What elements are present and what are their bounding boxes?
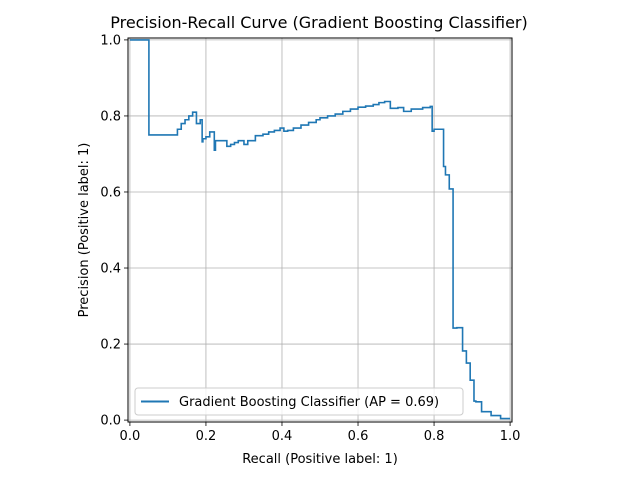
- y-tick-label: 0.0: [100, 414, 121, 429]
- series-layer: [129, 39, 511, 420]
- y-tick-label: 0.2: [100, 338, 121, 353]
- x-tick-label: 0.2: [196, 429, 217, 444]
- legend-box: [134, 387, 464, 416]
- y-tick-label: 0.8: [100, 109, 121, 124]
- y-tick-label: 0.4: [100, 262, 121, 277]
- plot-frame: [127, 37, 513, 423]
- chart-title: Precision-Recall Curve (Gradient Boostin…: [110, 13, 528, 32]
- pr-curve-line: [129, 39, 511, 420]
- legend: Gradient Boosting Classifier (AP = 0.69): [134, 387, 464, 416]
- y-tick-label: 1.0: [100, 33, 121, 48]
- x-axis-label: Recall (Positive label: 1): [242, 452, 398, 467]
- x-tick-label: 0.8: [424, 429, 445, 444]
- legend-label: Gradient Boosting Classifier (AP = 0.69): [179, 395, 439, 410]
- x-tick-label: 0.4: [272, 429, 293, 444]
- x-axis-ticks: 0.0 0.2 0.4 0.6 0.8 1.0: [120, 422, 521, 444]
- y-axis-label: Precision (Positive label: 1): [77, 143, 92, 318]
- x-tick-label: 0.6: [348, 429, 369, 444]
- y-tick-label: 0.6: [100, 185, 121, 200]
- grid-layer: [128, 38, 512, 422]
- x-tick-label: 1.0: [500, 429, 521, 444]
- x-tick-label: 0.0: [120, 429, 141, 444]
- y-axis-ticks: 0.0 0.2 0.4 0.6 0.8 1.0: [100, 33, 128, 429]
